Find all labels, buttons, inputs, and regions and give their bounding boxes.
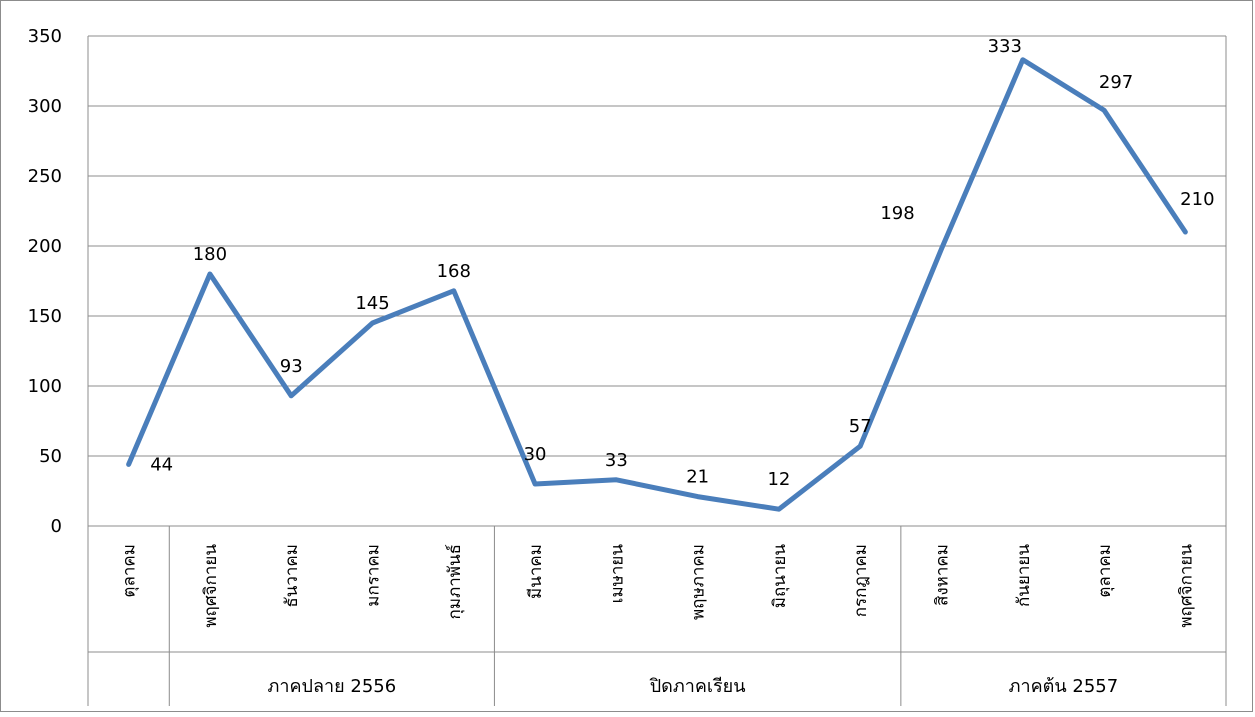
category-label: มกราคม (364, 544, 384, 607)
category-label: กันยายน (1014, 544, 1034, 607)
y-tick-label: 250 (28, 166, 62, 187)
category-label: พฤศจิกายน (201, 544, 221, 628)
category-label: พฤษภาคม (689, 544, 709, 620)
data-label: 33 (605, 450, 628, 471)
category-label: ตุลาคม (120, 544, 140, 598)
category-label: กรกฎาคม (851, 544, 871, 617)
data-label: 333 (988, 36, 1022, 57)
data-label: 145 (355, 293, 389, 314)
y-tick-label: 50 (39, 446, 62, 467)
data-label: 180 (193, 244, 227, 265)
category-label: พฤศจิกายน (1176, 544, 1196, 628)
data-labels: 44 180 93 145 168 30 33 21 12 57 198 333 297 210 (150, 36, 1214, 490)
x-axis-group-labels: ภาคปลาย 2556 ปิดภาคเรียน ภาคต้น 2557 (268, 676, 1119, 697)
y-tick-label: 0 (51, 516, 62, 537)
group-label: ภาคต้น 2557 (1009, 676, 1119, 697)
data-label: 44 (150, 454, 173, 475)
axes (87, 36, 1227, 706)
x-axis-category-labels: ตุลาคม พฤศจิกายน ธันวาคม มกราคม กุมภาพันธ์ มี… (120, 544, 1197, 628)
y-tick-label: 300 (28, 96, 62, 117)
y-tick-label: 150 (28, 306, 62, 327)
category-label: ธันวาคม (282, 544, 302, 608)
y-tick-label: 100 (28, 376, 62, 397)
category-label: มีนาคม (526, 544, 546, 599)
data-label: 21 (686, 467, 709, 488)
series-line (126, 57, 1188, 512)
data-label: 12 (767, 469, 790, 490)
data-label: 93 (280, 356, 303, 377)
y-tick-label: 350 (28, 26, 62, 47)
y-tick-label: 200 (28, 236, 62, 257)
group-label: ภาคปลาย 2556 (268, 676, 397, 697)
data-label: 210 (1180, 189, 1214, 210)
data-label: 297 (1099, 72, 1133, 93)
category-label: ตุลาคม (1095, 544, 1115, 598)
category-label: เมษายน (607, 544, 627, 604)
category-label: มิถุนายน (770, 544, 790, 609)
series-line-path (126, 57, 1188, 512)
data-label: 57 (849, 416, 872, 437)
data-label: 198 (880, 203, 914, 224)
data-label: 168 (437, 261, 471, 282)
data-label: 30 (524, 444, 547, 465)
group-label: ปิดภาคเรียน (649, 676, 745, 697)
category-label: กุมภาพันธ์ (445, 544, 465, 619)
category-label: สิงหาคม (933, 544, 953, 606)
y-axis-tick-labels: 0 50 100 150 200 250 300 350 (28, 26, 62, 537)
grid-lines (88, 35, 1226, 457)
